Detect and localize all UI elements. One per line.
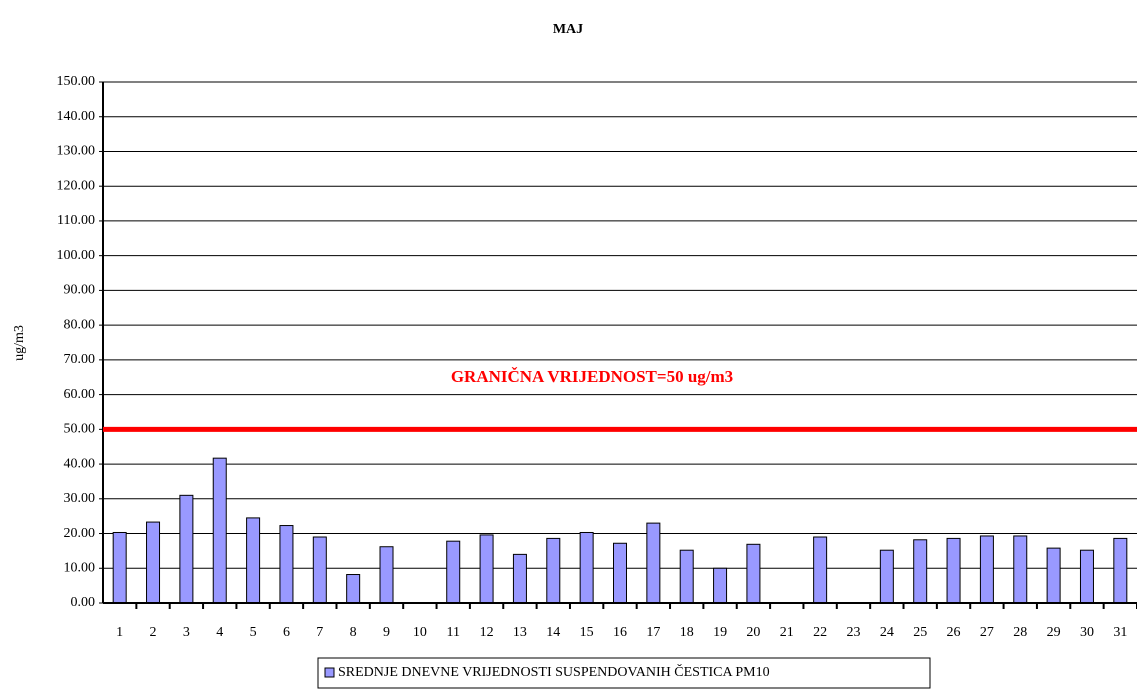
y-tick-label: 70.00 (64, 352, 96, 367)
x-tick-label: 11 (446, 625, 459, 640)
x-tick-label: 30 (1080, 625, 1094, 640)
bar (679, 549, 694, 604)
x-tick-label: 18 (680, 625, 694, 640)
y-tick-label: 100.00 (57, 248, 96, 263)
y-tick-label: 140.00 (57, 109, 96, 124)
x-tick-label: 8 (350, 625, 357, 640)
legend-swatch (324, 667, 335, 678)
x-tick-label: 29 (1047, 625, 1061, 640)
legend-label: SREDNJE DNEVNE VRIJEDNOSTI SUSPENDOVANIH… (338, 663, 770, 680)
bar (1013, 535, 1028, 604)
y-tick-label: 20.00 (64, 526, 96, 541)
x-tick-label: 16 (613, 625, 627, 640)
threshold-label: GRANIČNA VRIJEDNOST=50 ug/m3 (451, 367, 733, 386)
x-tick-label: 24 (880, 625, 894, 640)
bar (512, 553, 527, 604)
bar (1113, 537, 1128, 604)
x-tick-label: 21 (780, 625, 794, 640)
x-tick-label: 27 (980, 625, 994, 640)
bar (946, 537, 961, 604)
bar (746, 543, 761, 604)
bar (646, 522, 661, 604)
x-tick-label: 23 (846, 625, 860, 640)
x-tick-label: 10 (413, 625, 427, 640)
x-tick-label: 5 (250, 625, 257, 640)
bar (913, 539, 928, 604)
bar (212, 457, 227, 604)
y-tick-label: 30.00 (64, 491, 96, 506)
x-tick-label: 28 (1013, 625, 1027, 640)
x-tick-label: 14 (546, 625, 560, 640)
x-tick-label: 31 (1113, 625, 1127, 640)
bar (879, 549, 894, 604)
bar (479, 534, 494, 604)
x-tick-label: 3 (183, 625, 190, 640)
bar (813, 536, 828, 604)
bar (179, 494, 194, 604)
y-tick-label: 10.00 (64, 560, 96, 575)
y-axis-label: ug/m3 (12, 325, 27, 361)
bar (446, 540, 461, 604)
x-tick-label: 13 (513, 625, 527, 640)
bar (379, 546, 394, 604)
y-tick-label: 50.00 (64, 422, 96, 437)
x-tick-label: 1 (116, 625, 123, 640)
y-tick-label: 0.00 (71, 595, 96, 610)
y-tick-label: 110.00 (57, 213, 95, 228)
bar (146, 521, 161, 604)
x-tick-label: 12 (480, 625, 494, 640)
chart-title: MAJ (553, 22, 583, 37)
bar (579, 531, 594, 604)
x-tick-label: 25 (913, 625, 927, 640)
bar (346, 574, 361, 604)
x-tick-label: 7 (316, 625, 323, 640)
y-tick-label: 120.00 (57, 178, 96, 193)
bar (312, 536, 327, 604)
bar (1079, 549, 1094, 604)
bar (246, 517, 261, 604)
legend-box (317, 657, 931, 689)
bar (979, 535, 994, 604)
bar (112, 531, 127, 604)
x-tick-label: 6 (283, 625, 290, 640)
y-tick-label: 40.00 (64, 456, 96, 471)
x-tick-label: 17 (646, 625, 660, 640)
x-tick-label: 22 (813, 625, 827, 640)
x-tick-label: 2 (150, 625, 157, 640)
x-tick-label: 19 (713, 625, 727, 640)
x-tick-label: 20 (746, 625, 760, 640)
bar (546, 537, 561, 604)
y-tick-label: 60.00 (64, 387, 96, 402)
y-tick-label: 150.00 (57, 74, 96, 89)
bar (279, 525, 294, 604)
bar (1046, 547, 1061, 604)
x-tick-label: 4 (216, 625, 223, 640)
x-tick-label: 15 (580, 625, 594, 640)
y-tick-label: 90.00 (64, 283, 96, 298)
y-tick-label: 130.00 (57, 144, 96, 159)
y-tick-label: 80.00 (64, 317, 96, 332)
x-tick-label: 9 (383, 625, 390, 640)
bar (713, 567, 728, 604)
bar (613, 542, 627, 604)
x-tick-label: 26 (947, 625, 961, 640)
